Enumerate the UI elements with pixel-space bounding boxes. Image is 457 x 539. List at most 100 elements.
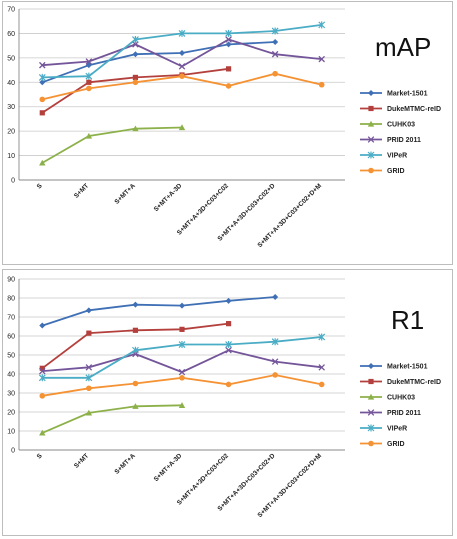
series-cuhk03 <box>39 124 186 166</box>
x-tick-label: S+MT+A+3D+C03+C02 <box>176 182 230 236</box>
data-point-grid <box>225 83 232 89</box>
data-point-viper <box>318 333 326 341</box>
y-tick-label: 60 <box>7 31 15 38</box>
x-tick-label: S+MT <box>73 452 90 469</box>
legend-entry-grid: GRID <box>360 440 405 448</box>
data-point-viper <box>271 27 279 35</box>
series-line-market-1501 <box>41 41 276 84</box>
series-cuhk03 <box>39 402 186 436</box>
legend-entry-grid: GRID <box>360 167 405 175</box>
legend-marker <box>368 105 374 112</box>
legend-entry-prid-2011: PRID 2011 <box>360 136 421 144</box>
data-point-grid <box>318 381 325 388</box>
data-point-grid <box>225 381 232 388</box>
data-point-prid-2011 <box>318 55 325 63</box>
data-point-prid-2011 <box>39 61 46 69</box>
data-point-market-1501 <box>132 301 139 308</box>
y-tick-label: 90 <box>7 277 15 284</box>
series-viper <box>38 21 326 81</box>
series-grid <box>39 372 325 399</box>
map-line-chart: 0 10 20 30 40 50 60 70 S S+MT S+MT+A S+MT+A-3DS+MT+… <box>7 7 441 250</box>
y-tick-label: 80 <box>7 296 15 303</box>
series-market-1501 <box>39 294 279 329</box>
y-tick-label: 70 <box>7 315 15 322</box>
legend-marker <box>368 440 374 447</box>
legend-entry-cuhk03: CUHK03 <box>360 120 415 129</box>
r1-line-chart: 0 10 20 30 40 50 60 70 80 90 S S+MT S+MT+A S+MT+A-3DS… <box>7 277 441 520</box>
y-tick-label: 60 <box>7 334 15 341</box>
x-tick-label: S+MT+A-3D <box>153 182 184 213</box>
y-tick-label: 30 <box>7 104 15 111</box>
series-viper <box>38 333 326 382</box>
data-point-market-1501 <box>225 297 232 304</box>
series-line-cuhk03 <box>41 404 183 434</box>
y-tick-label: 50 <box>7 55 15 62</box>
data-point-viper <box>85 72 93 80</box>
legend-label: GRID <box>387 168 405 175</box>
data-point-prid-2011 <box>225 346 232 354</box>
legend-marker <box>368 378 374 385</box>
data-point-market-1501 <box>179 302 185 309</box>
series-prid-2011 <box>39 36 325 70</box>
legend-marker <box>368 90 374 96</box>
x-tick-label: S <box>36 182 44 190</box>
legend-marker <box>367 136 375 143</box>
series-line-cuhk03 <box>41 126 183 164</box>
data-point-market-1501 <box>272 38 279 45</box>
data-point-grid <box>318 81 325 88</box>
data-point-viper <box>225 29 232 37</box>
y-tick-label: 10 <box>7 429 15 436</box>
data-point-market-1501 <box>132 51 139 58</box>
data-point-prid-2011 <box>85 58 93 65</box>
y-tick-label: 30 <box>7 391 15 398</box>
legend-marker <box>367 151 375 159</box>
data-point-grid <box>272 372 278 378</box>
data-point-viper <box>225 341 232 349</box>
data-point-prid-2011 <box>178 63 186 70</box>
y-tick-label: 40 <box>7 372 15 379</box>
data-point-dukemtmc-reid <box>86 330 92 336</box>
legend-entry-dukemtmc-reid: DukeMTMC-reID <box>360 105 441 113</box>
y-tick-label: 20 <box>7 410 15 417</box>
data-point-prid-2011 <box>271 358 279 365</box>
y-tick-label: 50 <box>7 353 15 360</box>
data-point-dukemtmc-reid <box>225 321 232 327</box>
x-tick-label: S+MT+A <box>113 182 137 206</box>
series-prid-2011 <box>39 346 325 376</box>
legend-label: PRID 2011 <box>387 410 421 417</box>
data-point-viper <box>85 374 93 382</box>
data-point-cuhk03 <box>132 125 139 132</box>
legend-entry-prid-2011: PRID 2011 <box>360 409 421 417</box>
legend-entry-market-1501: Market-1501 <box>360 90 428 98</box>
data-point-market-1501 <box>39 322 46 329</box>
y-tick-label: 0 <box>11 448 15 455</box>
chart-title: mAP <box>375 32 431 62</box>
legend-marker <box>367 424 375 432</box>
x-tick-label: S <box>36 452 44 460</box>
data-point-prid-2011 <box>178 368 186 376</box>
legend-entry-cuhk03: CUHK03 <box>360 393 415 402</box>
y-tick-label: 10 <box>7 153 15 160</box>
y-tick-label: 20 <box>7 129 15 136</box>
legend-label: Market-1501 <box>387 91 428 98</box>
data-point-cuhk03 <box>178 402 186 408</box>
series-line-prid-2011 <box>42 349 322 374</box>
legend-marker <box>368 363 374 369</box>
data-point-grid <box>179 375 185 381</box>
x-tick-label: S+MT <box>73 182 90 199</box>
x-tick-label: S+MT+A <box>113 452 137 476</box>
data-point-prid-2011 <box>39 367 46 375</box>
data-point-viper <box>178 341 186 349</box>
data-point-prid-2011 <box>271 50 279 58</box>
data-point-viper <box>178 29 186 37</box>
data-point-market-1501 <box>39 79 46 86</box>
legend-label: CUHK03 <box>387 122 415 129</box>
map-chart-panel: 0 10 20 30 40 50 60 70 S S+MT S+MT+A S+MT+A-3D S+MT+… <box>2 1 453 265</box>
legend-entry-viper: VIPeR <box>360 151 407 160</box>
data-point-dukemtmc-reid <box>39 110 45 116</box>
data-point-viper <box>318 21 326 29</box>
data-point-viper <box>132 346 139 354</box>
legend-label: Market-1501 <box>387 364 428 371</box>
data-point-grid <box>179 73 185 79</box>
x-tick-label: S+MT+A-3D <box>153 452 184 483</box>
